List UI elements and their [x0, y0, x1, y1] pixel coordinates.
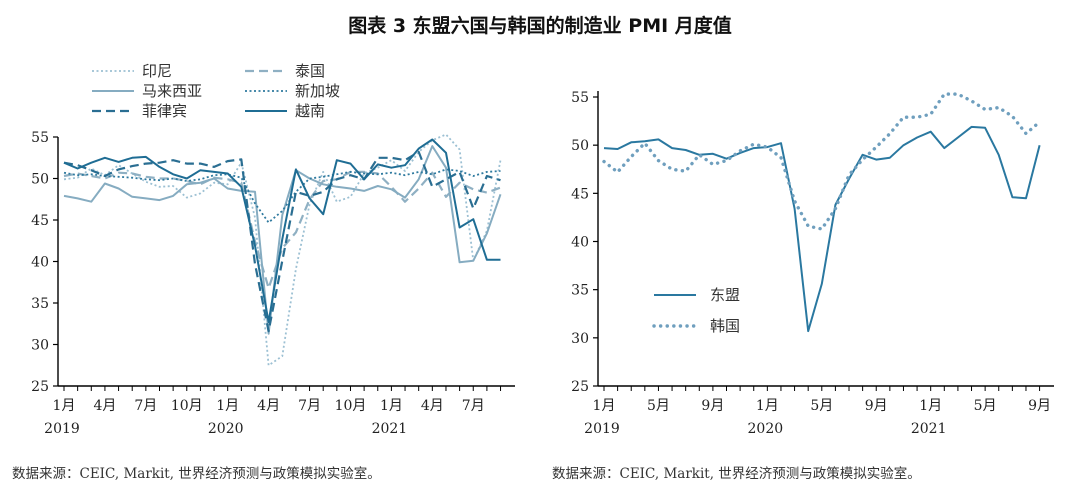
y-tick-label: 50: [571, 138, 589, 154]
legend-label: 新加坡: [295, 82, 340, 100]
legend-label: 越南: [295, 102, 325, 120]
series-line-korea: [602, 92, 1042, 231]
y-tick-label: 25: [31, 379, 49, 395]
year-label: 2021: [372, 421, 408, 437]
series-line-indonesia: [63, 133, 502, 367]
legend-label: 泰国: [295, 62, 325, 80]
legend-label: 东盟: [710, 286, 740, 304]
x-tick-label: 4月: [257, 398, 280, 414]
x-tick-label: 10月: [171, 398, 203, 414]
x-tick-label: 1月: [593, 398, 616, 414]
y-tick-label: 30: [571, 331, 589, 347]
figure-title: 图表 3 东盟六国与韩国的制造业 PMI 月度值: [348, 14, 732, 37]
y-tick-label: 25: [571, 379, 589, 395]
y-tick-label: 40: [571, 235, 589, 251]
x-tick-label: 7月: [298, 398, 321, 414]
x-tick-label: 5月: [974, 398, 997, 414]
series-line-singapore: [63, 168, 501, 224]
x-tick-label: 9月: [1028, 398, 1051, 414]
series-line-malaysia: [63, 145, 502, 335]
x-tick-label: 1月: [919, 398, 942, 414]
legend-label: 韩国: [710, 317, 740, 335]
y-tick-label: 35: [31, 296, 49, 312]
year-label: 2019: [584, 421, 620, 437]
year-label: 2020: [208, 421, 244, 437]
y-tick-label: 30: [31, 338, 49, 354]
y-tick-label: 45: [571, 186, 589, 202]
x-tick-label: 7月: [134, 398, 157, 414]
series-line-philippines: [63, 150, 501, 333]
x-tick-label: 1月: [380, 398, 403, 414]
x-tick-label: 1月: [53, 398, 76, 414]
x-tick-label: 4月: [93, 398, 116, 414]
legend-label: 马来西亚: [142, 82, 202, 100]
series-line-asean: [603, 125, 1041, 333]
series-line-vietnam: [63, 138, 501, 324]
x-tick-label: 1月: [756, 398, 779, 414]
y-tick-label: 45: [31, 213, 49, 229]
x-tick-label: 5月: [810, 398, 833, 414]
legend-label: 菲律宾: [142, 102, 187, 120]
x-tick-label: 9月: [865, 398, 888, 414]
x-tick-label: 9月: [701, 398, 724, 414]
year-label: 2020: [748, 421, 784, 437]
x-tick-label: 7月: [462, 398, 485, 414]
x-tick-label: 5月: [647, 398, 670, 414]
y-tick-label: 40: [31, 255, 49, 271]
year-label: 2019: [44, 421, 80, 437]
x-tick-label: 1月: [216, 398, 239, 414]
year-label: 2021: [911, 421, 947, 437]
series-line-thailand: [63, 170, 501, 290]
source-right: 数据来源：CEIC, Markit, 世界经济预测与政策模拟实验室。: [552, 465, 921, 482]
legend-label: 印尼: [142, 62, 172, 80]
y-tick-label: 55: [31, 130, 49, 146]
x-tick-label: 4月: [421, 398, 444, 414]
x-tick-label: 10月: [335, 398, 367, 414]
y-tick-label: 35: [571, 283, 589, 299]
y-tick-label: 50: [31, 172, 49, 188]
y-tick-label: 55: [571, 90, 589, 106]
source-left: 数据来源：CEIC, Markit, 世界经济预测与政策模拟实验室。: [12, 465, 381, 482]
